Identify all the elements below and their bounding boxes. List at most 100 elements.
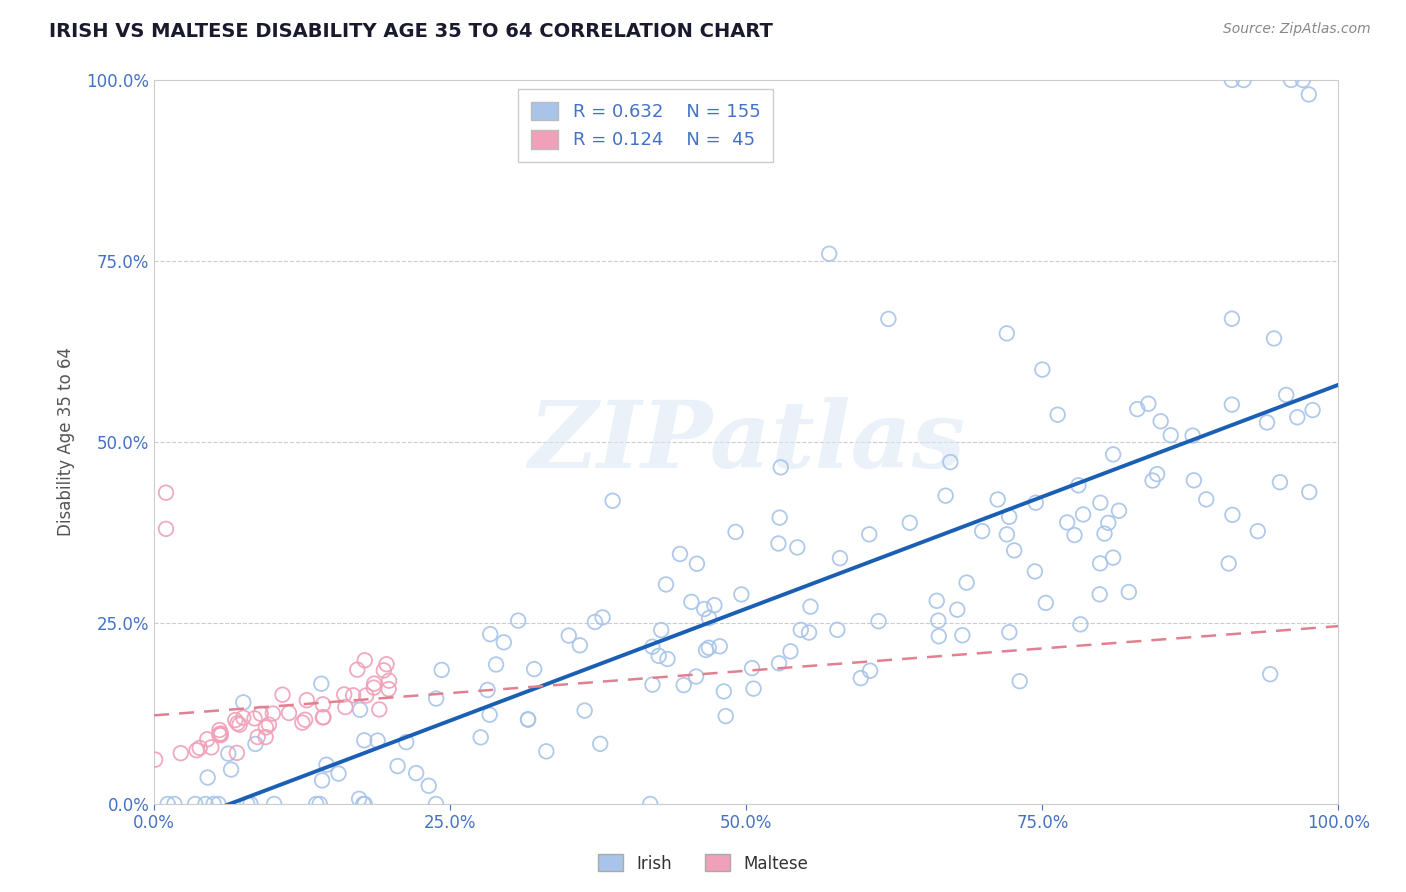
Point <box>479 627 502 641</box>
Point <box>312 710 335 724</box>
Point <box>263 797 285 811</box>
Point <box>186 743 208 757</box>
Point <box>950 628 973 642</box>
Point <box>1160 428 1182 442</box>
Point <box>425 691 447 706</box>
Point <box>1263 331 1285 345</box>
Legend: Irish, Maltese: Irish, Maltese <box>591 847 815 880</box>
Point <box>713 684 735 698</box>
Point <box>333 688 356 702</box>
Point <box>536 744 558 758</box>
Point <box>868 614 890 628</box>
Point <box>418 779 440 793</box>
Point <box>226 716 249 731</box>
Point <box>592 610 614 624</box>
Point <box>217 747 239 761</box>
Point <box>1279 73 1302 87</box>
Point <box>405 766 427 780</box>
Point <box>197 771 219 785</box>
Point <box>1108 504 1130 518</box>
Point <box>741 661 763 675</box>
Point <box>1067 478 1090 492</box>
Point <box>1292 73 1315 87</box>
Point <box>224 713 246 727</box>
Point <box>709 640 731 654</box>
Point <box>315 757 337 772</box>
Point <box>311 677 333 691</box>
Point <box>523 662 546 676</box>
Point <box>257 717 280 731</box>
Point <box>1181 428 1204 442</box>
Point <box>768 657 790 671</box>
Point <box>1150 414 1173 428</box>
Point <box>368 702 391 716</box>
Point <box>769 510 792 524</box>
Point <box>987 492 1010 507</box>
Point <box>568 638 591 652</box>
Point <box>312 698 335 712</box>
Point <box>243 711 266 725</box>
Point <box>508 614 530 628</box>
Point <box>818 246 841 260</box>
Point <box>1046 408 1069 422</box>
Point <box>1025 496 1047 510</box>
Point <box>352 797 374 811</box>
Point <box>1031 362 1053 376</box>
Point <box>232 711 254 725</box>
Point <box>1118 585 1140 599</box>
Point <box>1088 587 1111 601</box>
Point <box>246 730 269 744</box>
Point <box>1268 475 1291 490</box>
Text: IRISH VS MALTESE DISABILITY AGE 35 TO 64 CORRELATION CHART: IRISH VS MALTESE DISABILITY AGE 35 TO 64… <box>49 22 773 41</box>
Point <box>1102 447 1125 461</box>
Point <box>641 678 664 692</box>
Point <box>202 797 225 811</box>
Point <box>425 797 447 811</box>
Point <box>1298 87 1320 102</box>
Point <box>430 663 453 677</box>
Point <box>685 669 707 683</box>
Point <box>1008 674 1031 689</box>
Point <box>271 688 294 702</box>
Point <box>647 648 669 663</box>
Legend: R = 0.632    N = 155, R = 0.124    N =  45: R = 0.632 N = 155, R = 0.124 N = 45 <box>519 89 773 162</box>
Point <box>1024 565 1046 579</box>
Point <box>849 671 872 685</box>
Point <box>1247 524 1270 538</box>
Point <box>291 715 314 730</box>
Point <box>155 522 177 536</box>
Point <box>657 652 679 666</box>
Point <box>200 740 222 755</box>
Point <box>353 653 375 667</box>
Point <box>786 541 808 555</box>
Point <box>363 681 385 695</box>
Point <box>195 732 218 747</box>
Point <box>387 759 409 773</box>
Point <box>650 623 672 637</box>
Point <box>209 726 232 740</box>
Point <box>898 516 921 530</box>
Point <box>395 735 418 749</box>
Point <box>1275 388 1298 402</box>
Point <box>1218 557 1240 571</box>
Point <box>1146 467 1168 482</box>
Point <box>995 527 1018 541</box>
Point <box>956 575 979 590</box>
Point <box>877 312 900 326</box>
Point <box>927 614 949 628</box>
Point <box>1220 73 1243 87</box>
Text: Source: ZipAtlas.com: Source: ZipAtlas.com <box>1223 22 1371 37</box>
Point <box>349 703 371 717</box>
Point <box>1002 543 1025 558</box>
Point <box>1063 528 1085 542</box>
Point <box>858 527 880 541</box>
Point <box>262 706 284 721</box>
Y-axis label: Disability Age 35 to 64: Disability Age 35 to 64 <box>58 348 75 536</box>
Point <box>347 792 370 806</box>
Point <box>254 730 277 744</box>
Point <box>232 695 254 709</box>
Point <box>1233 73 1256 87</box>
Point <box>311 773 333 788</box>
Point <box>574 704 596 718</box>
Text: ZIPatlas: ZIPatlas <box>527 397 965 487</box>
